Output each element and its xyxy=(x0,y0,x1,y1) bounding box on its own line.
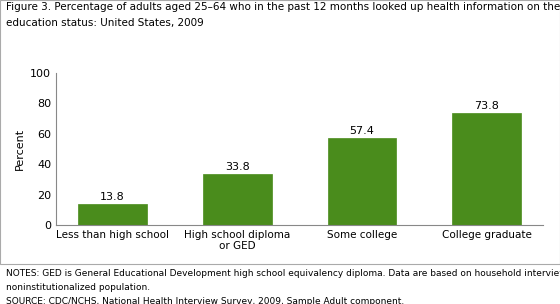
Text: 57.4: 57.4 xyxy=(349,126,375,136)
Text: education status: United States, 2009: education status: United States, 2009 xyxy=(6,18,203,28)
Y-axis label: Percent: Percent xyxy=(15,128,25,170)
Text: 33.8: 33.8 xyxy=(225,162,250,172)
Text: noninstitutionalized population.: noninstitutionalized population. xyxy=(6,283,150,292)
Text: NOTES: GED is General Educational Development high school equivalency diploma. D: NOTES: GED is General Educational Develo… xyxy=(6,269,560,278)
Bar xyxy=(452,113,521,225)
Text: 13.8: 13.8 xyxy=(100,192,125,202)
Text: SOURCE: CDC/NCHS, National Health Interview Survey, 2009, Sample Adult component: SOURCE: CDC/NCHS, National Health Interv… xyxy=(6,297,404,304)
Bar xyxy=(203,174,272,225)
Bar xyxy=(328,138,396,225)
Text: Figure 3. Percentage of adults aged 25–64 who in the past 12 months looked up he: Figure 3. Percentage of adults aged 25–6… xyxy=(6,2,560,12)
Bar xyxy=(78,204,147,225)
Text: 73.8: 73.8 xyxy=(474,101,499,111)
